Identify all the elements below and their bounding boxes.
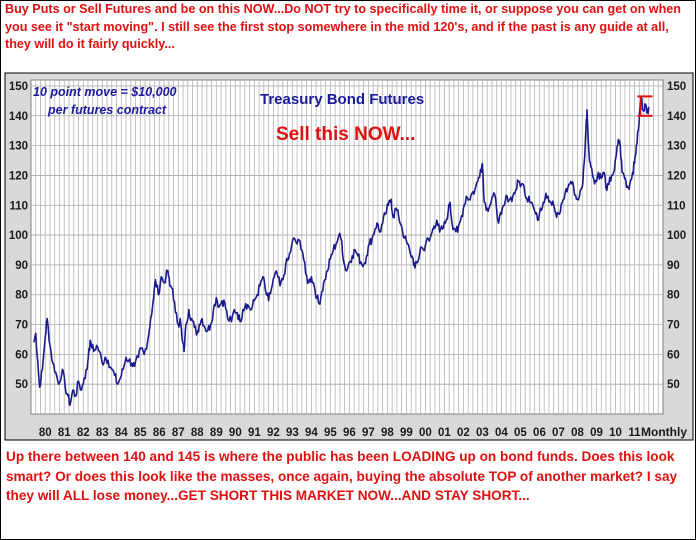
grid-lines (31, 80, 663, 414)
y-tick-label-right: 50 (667, 379, 680, 391)
y-tick-label-left: 110 (9, 200, 28, 212)
annotation-line-1: 10 point move = $10,000 (33, 85, 177, 99)
x-tick-label: 87 (172, 427, 185, 439)
x-tick-label: 07 (552, 427, 565, 439)
y-tick-label-right: 140 (667, 111, 686, 123)
x-tick-label: 85 (134, 427, 147, 439)
x-tick-label: 95 (324, 427, 337, 439)
x-tick-label: 93 (286, 427, 299, 439)
x-tick-label: 96 (343, 427, 356, 439)
y-tick-label-right: 100 (667, 230, 686, 242)
y-tick-label-left: 90 (15, 260, 28, 272)
sell-zone-marker (637, 95, 653, 117)
annotation-line-2: per futures contract (47, 103, 167, 117)
top-commentary: Buy Puts or Sell Futures and be on this … (5, 2, 681, 52)
y-tick-label-right: 150 (667, 81, 686, 93)
left-y-axis-labels: 50 60 70 80 90 100 110 120 130 140 150 (9, 81, 28, 391)
y-tick-label-left: 70 (15, 320, 28, 332)
x-tick-label: 84 (115, 427, 128, 439)
x-tick-label: 82 (77, 427, 90, 439)
x-tick-label: 06 (533, 427, 546, 439)
x-tick-label: 99 (400, 427, 413, 439)
y-tick-label-right: 80 (667, 290, 680, 302)
y-tick-label-left: 120 (9, 170, 28, 182)
y-tick-label-left: 50 (15, 379, 28, 391)
x-tick-label: 91 (248, 427, 261, 439)
x-tick-label: 83 (96, 427, 109, 439)
y-tick-label-right: 110 (667, 200, 686, 212)
x-tick-label: 01 (438, 427, 451, 439)
x-axis-labels: 80 81 82 83 84 85 86 87 88 89 90 91 92 93 94 95 96 97 98 99… (39, 427, 641, 439)
x-tick-label: 98 (381, 427, 394, 439)
y-tick-label-right: 60 (667, 349, 680, 361)
x-tick-label: 89 (210, 427, 223, 439)
x-tick-label: 90 (229, 427, 242, 439)
y-tick-label-left: 130 (9, 141, 28, 153)
y-tick-label-left: 150 (9, 81, 28, 93)
x-tick-label: 94 (305, 427, 318, 439)
x-tick-label: 81 (58, 427, 71, 439)
x-tick-label: 00 (419, 427, 432, 439)
x-tick-label: 11 (628, 427, 641, 439)
price-series-line (33, 97, 650, 406)
y-tick-label-left: 60 (15, 349, 28, 361)
y-tick-label-left: 140 (9, 111, 28, 123)
bottom-commentary: Up there between 140 and 145 is where th… (6, 449, 678, 504)
x-tick-label: 86 (153, 427, 166, 439)
chart-subtitle: Sell this NOW... (276, 124, 415, 145)
right-y-axis-labels: 50 60 70 80 90 100 110 120 130 140 150 (667, 81, 686, 391)
y-tick-label-left: 80 (15, 290, 28, 302)
x-tick-label: 10 (609, 427, 622, 439)
x-tick-label: 80 (39, 427, 52, 439)
x-tick-label: 03 (476, 427, 489, 439)
x-tick-label: 02 (457, 427, 470, 439)
x-tick-label: 97 (362, 427, 375, 439)
y-tick-label-right: 90 (667, 260, 680, 272)
x-tick-label: 04 (495, 427, 508, 439)
x-tick-label: 92 (267, 427, 280, 439)
x-axis-title: Monthly (641, 425, 687, 439)
x-tick-label: 08 (571, 427, 584, 439)
y-tick-label-right: 70 (667, 320, 680, 332)
y-tick-label-left: 100 (9, 230, 28, 242)
x-tick-label: 09 (590, 427, 603, 439)
x-tick-label: 88 (191, 427, 204, 439)
y-tick-label-right: 130 (667, 141, 686, 153)
chart-title: Treasury Bond Futures (260, 91, 424, 108)
y-tick-label-right: 120 (667, 170, 686, 182)
x-tick-label: 05 (514, 427, 527, 439)
